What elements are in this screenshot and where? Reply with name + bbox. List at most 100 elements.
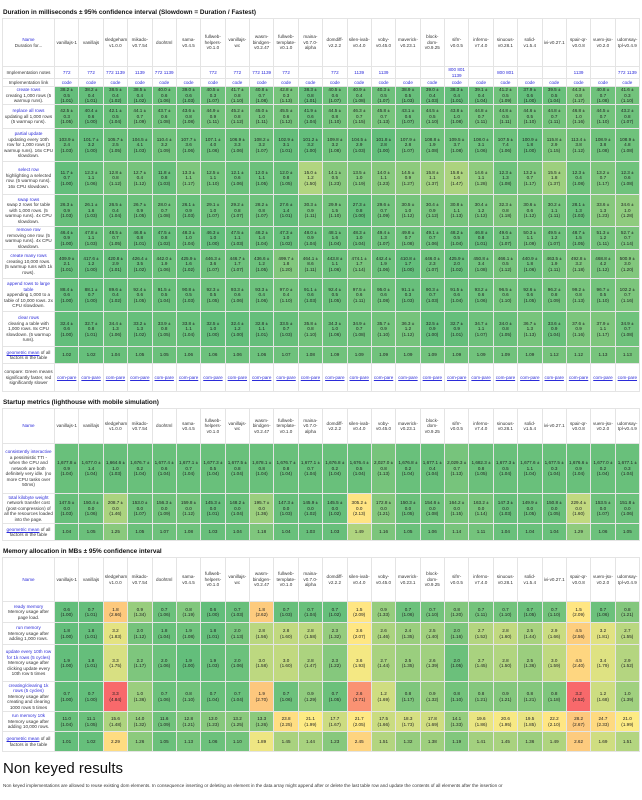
code-link[interactable]: code bbox=[419, 78, 446, 87]
implementation-note-link[interactable]: 772 bbox=[53, 66, 80, 79]
slowdown-factor: (1.35) bbox=[401, 663, 414, 668]
code-link[interactable]: code bbox=[248, 78, 275, 87]
compare-button[interactable]: com-pare bbox=[565, 363, 592, 392]
implementation-note-link[interactable]: 772 bbox=[273, 66, 299, 79]
implementation-note-link[interactable] bbox=[419, 66, 446, 79]
compare-button[interactable]: com-pare bbox=[200, 363, 226, 392]
implementation-note-link[interactable]: 1139 bbox=[346, 66, 372, 79]
code-link[interactable]: code bbox=[614, 78, 641, 87]
compare-button[interactable]: com-pare bbox=[517, 363, 543, 392]
benchmark-name-link[interactable]: consistently interactive bbox=[5, 449, 52, 455]
compare-button[interactable]: com-pare bbox=[151, 363, 177, 392]
code-link[interactable]: code bbox=[297, 78, 324, 87]
compare-button[interactable]: com-pare bbox=[322, 363, 348, 392]
geometric-mean-link[interactable]: geometric mean bbox=[6, 526, 40, 532]
implementation-note-link[interactable]: 800 801 bbox=[492, 66, 519, 79]
geometric-mean-link[interactable]: geometric mean bbox=[6, 349, 40, 355]
compare-button[interactable]: com-pare bbox=[53, 363, 80, 392]
benchmark-name-link[interactable]: total kilobyte weight bbox=[8, 494, 49, 500]
compare-button[interactable]: com-pare bbox=[395, 363, 421, 392]
implementation-note-link[interactable]: 800 801 1139 bbox=[443, 66, 470, 79]
benchmark-name-link[interactable]: clear rows bbox=[18, 315, 39, 321]
code-link[interactable]: code bbox=[468, 78, 494, 87]
slowdown-factor: (1.05) bbox=[548, 511, 561, 517]
implementation-note-link[interactable] bbox=[175, 66, 202, 79]
implementation-note-link[interactable] bbox=[517, 66, 543, 79]
compare-button[interactable]: com-pare bbox=[78, 363, 104, 392]
code-link[interactable]: code bbox=[78, 78, 104, 87]
code-link[interactable]: code bbox=[224, 78, 251, 87]
benchmark-name-link[interactable]: partial update bbox=[14, 131, 43, 137]
name-sort-link[interactable]: Name bbox=[22, 576, 35, 582]
benchmark-name-link[interactable]: creating/clearing 1k rows (5 cycles) bbox=[8, 682, 49, 694]
code-link[interactable]: code bbox=[346, 78, 372, 87]
benchmark-name-link[interactable]: append rows to large table bbox=[7, 281, 50, 292]
benchmark-name-link[interactable]: remove row bbox=[16, 227, 41, 233]
implementation-note-link[interactable]: 1139 bbox=[370, 66, 397, 79]
benchmark-name-link[interactable]: swap rows bbox=[17, 196, 40, 202]
code-link[interactable]: code bbox=[443, 78, 470, 87]
compare-button[interactable]: com-pare bbox=[370, 363, 397, 392]
implementation-note-link[interactable] bbox=[468, 66, 494, 79]
compare-button[interactable]: com-pare bbox=[614, 363, 641, 392]
code-link[interactable]: code bbox=[565, 78, 592, 87]
benchmark-name-link[interactable]: create many rows bbox=[10, 253, 47, 258]
compare-button[interactable]: com-pare bbox=[346, 363, 372, 392]
implementation-note-link[interactable]: 772 bbox=[224, 66, 251, 79]
code-link[interactable]: code bbox=[53, 78, 80, 87]
compare-button[interactable]: com-pare bbox=[590, 363, 616, 392]
compare-button[interactable]: com-pare bbox=[419, 363, 446, 392]
compare-button[interactable]: com-pare bbox=[127, 363, 153, 392]
benchmark-name-link[interactable]: replace all rows bbox=[12, 108, 45, 114]
implementation-note-link[interactable]: 772 1139 bbox=[151, 66, 177, 79]
compare-button[interactable]: com-pare bbox=[224, 363, 251, 392]
compare-button[interactable]: com-pare bbox=[248, 363, 275, 392]
code-link[interactable]: code bbox=[151, 78, 177, 87]
geometric-mean-link[interactable]: geometric mean bbox=[6, 736, 40, 741]
name-sort-link[interactable]: Name bbox=[22, 423, 35, 429]
implementation-note-link[interactable]: 772 bbox=[322, 66, 348, 79]
compare-button[interactable]: com-pare bbox=[273, 363, 299, 392]
result-cell: 44.8 ±0.7 (1.11) bbox=[541, 104, 567, 129]
code-link[interactable]: code bbox=[127, 78, 153, 87]
implementation-note-link[interactable]: 772 bbox=[200, 66, 226, 79]
code-link[interactable]: code bbox=[102, 78, 129, 87]
implementation-note-link[interactable]: 772 1139 bbox=[102, 66, 129, 79]
code-link[interactable]: code bbox=[541, 78, 567, 87]
code-link[interactable]: code bbox=[492, 78, 519, 87]
benchmark-name-link[interactable]: run memory 10k bbox=[11, 713, 46, 719]
code-link[interactable]: code bbox=[370, 78, 397, 87]
implementation-note-link[interactable] bbox=[297, 66, 324, 79]
code-link[interactable]: code bbox=[590, 78, 616, 87]
slowdown-factor: (1.23) bbox=[328, 180, 341, 186]
benchmark-name-link[interactable]: run memory bbox=[16, 625, 41, 631]
compare-button[interactable]: com-pare bbox=[102, 363, 129, 392]
mean: 12.5 bbox=[206, 169, 216, 175]
compare-button[interactable]: com-pare bbox=[541, 363, 567, 392]
code-link[interactable]: code bbox=[322, 78, 348, 87]
benchmark-name-link[interactable]: update every 10th row for 1k rows (5 cyc… bbox=[5, 649, 52, 660]
code-link[interactable]: code bbox=[273, 78, 299, 87]
implementation-note-link[interactable]: 1139 bbox=[565, 66, 592, 79]
code-link[interactable]: code bbox=[517, 78, 543, 87]
implementation-note-link[interactable] bbox=[541, 66, 567, 79]
code-link[interactable]: code bbox=[175, 78, 202, 87]
benchmark-name-link[interactable]: create rows bbox=[16, 87, 41, 93]
compare-button[interactable]: com-pare bbox=[492, 363, 519, 392]
implementation-note-link[interactable]: 772 bbox=[78, 66, 104, 79]
name-sort-link[interactable]: Name bbox=[22, 37, 35, 42]
compare-button[interactable]: com-pare bbox=[297, 363, 324, 392]
benchmark-row: replace all rows updating all 1,000 rows … bbox=[2, 104, 641, 129]
compare-button[interactable]: com-pare bbox=[443, 363, 470, 392]
compare-button[interactable]: com-pare bbox=[468, 363, 494, 392]
code-link[interactable]: code bbox=[395, 78, 421, 87]
benchmark-name-link[interactable]: select row bbox=[18, 167, 39, 172]
implementation-note-link[interactable]: 772 1139 bbox=[614, 66, 641, 79]
implementation-note-link[interactable] bbox=[395, 66, 421, 79]
implementation-note-link[interactable]: 772 1139 bbox=[248, 66, 275, 79]
implementation-note-link[interactable]: 1139 bbox=[127, 66, 153, 79]
benchmark-name-link[interactable]: ready memory bbox=[13, 603, 44, 609]
compare-button[interactable]: com-pare bbox=[175, 363, 202, 392]
code-link[interactable]: code bbox=[200, 78, 226, 87]
implementation-note-link[interactable] bbox=[590, 66, 616, 79]
